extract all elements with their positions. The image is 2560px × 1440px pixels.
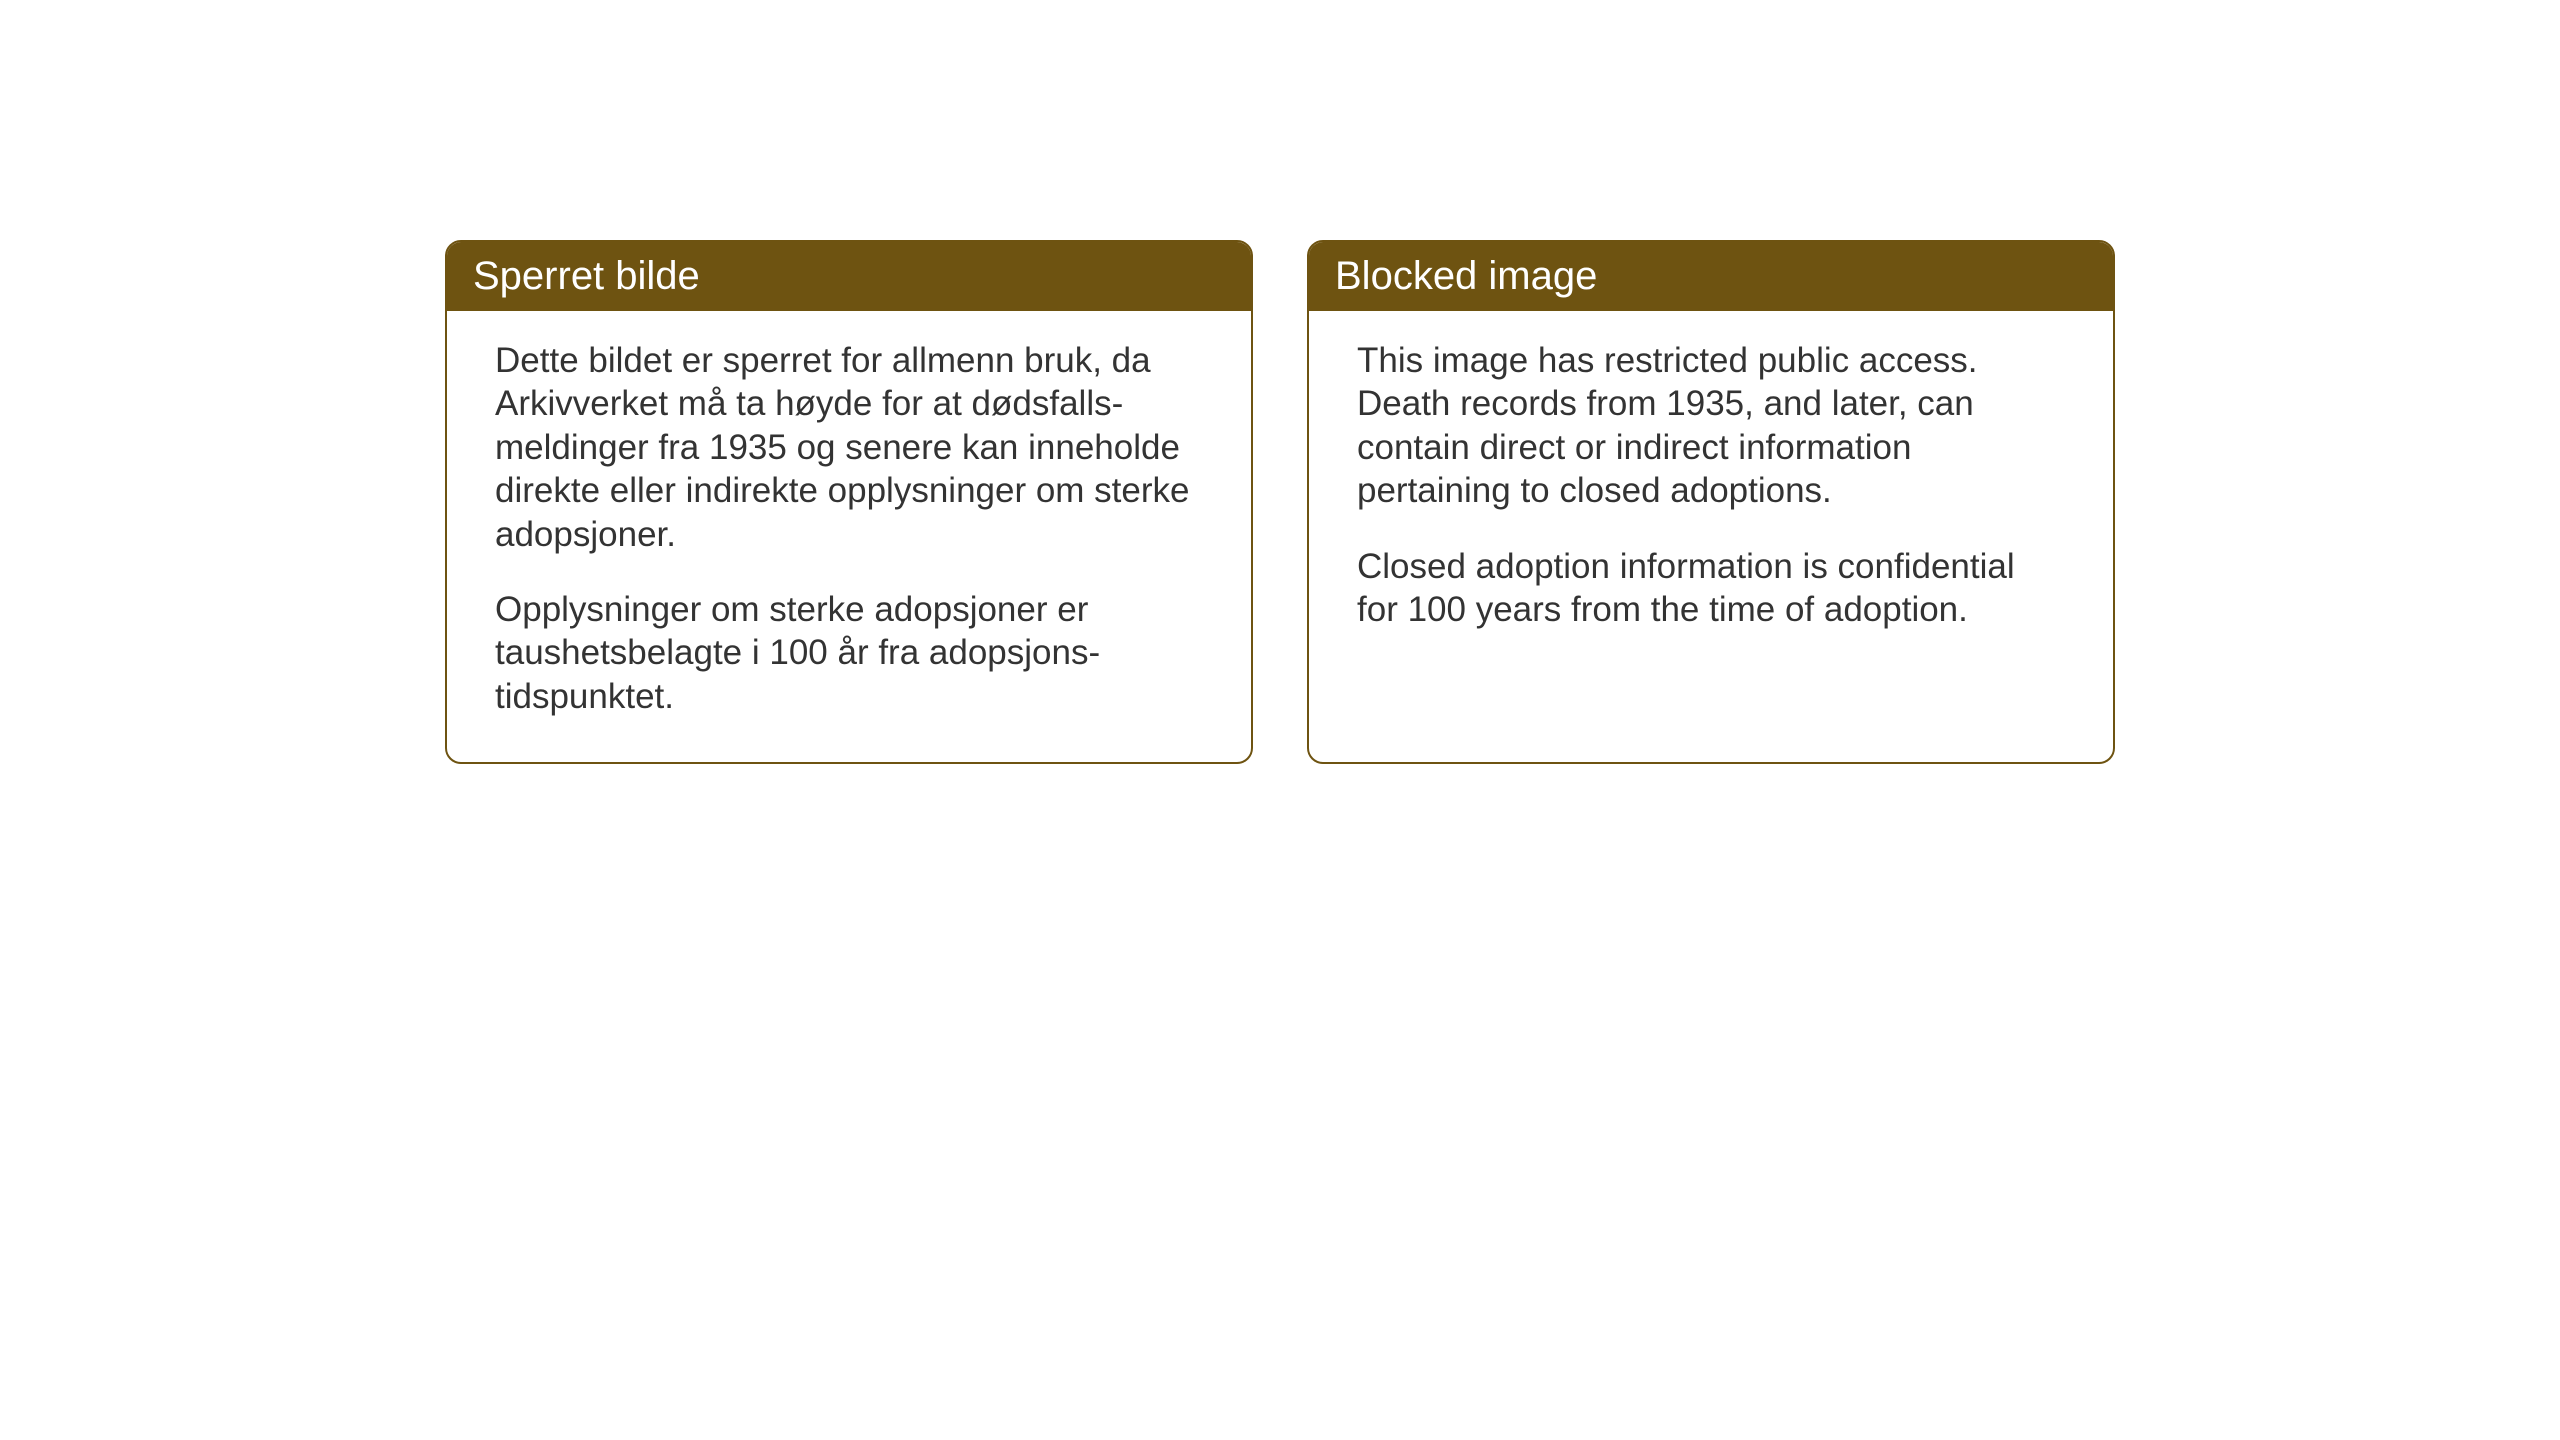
card-title-english: Blocked image (1335, 254, 1597, 298)
card-paragraph-1-norwegian: Dette bildet er sperret for allmenn bruk… (495, 339, 1203, 556)
card-header-norwegian: Sperret bilde (447, 242, 1251, 311)
card-body-norwegian: Dette bildet er sperret for allmenn bruk… (447, 311, 1251, 762)
card-header-english: Blocked image (1309, 242, 2113, 311)
cards-container: Sperret bilde Dette bildet er sperret fo… (445, 240, 2115, 764)
card-paragraph-2-norwegian: Opplysninger om sterke adopsjoner er tau… (495, 588, 1203, 718)
card-title-norwegian: Sperret bilde (473, 254, 700, 298)
card-paragraph-2-english: Closed adoption information is confident… (1357, 545, 2065, 632)
card-paragraph-1-english: This image has restricted public access.… (1357, 339, 2065, 513)
card-norwegian: Sperret bilde Dette bildet er sperret fo… (445, 240, 1253, 764)
card-body-english: This image has restricted public access.… (1309, 311, 2113, 675)
card-english: Blocked image This image has restricted … (1307, 240, 2115, 764)
